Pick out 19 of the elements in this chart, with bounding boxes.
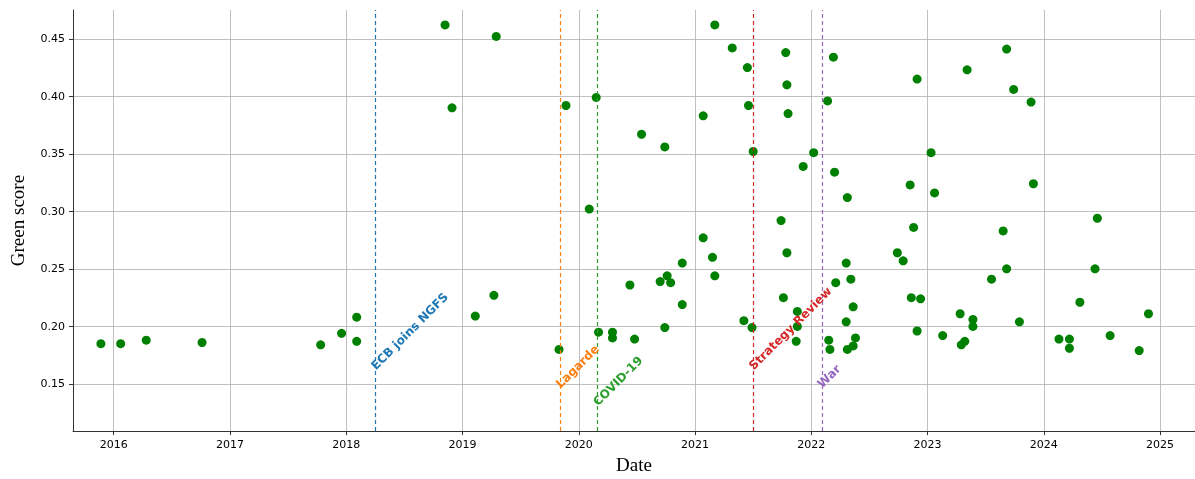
x-tick-label: 2023 (913, 438, 942, 452)
x-tick-label: 2025 (1146, 438, 1175, 452)
x-tick-label: 2018 (332, 438, 361, 452)
y-axis-title: Green score (7, 174, 28, 267)
x-tick-label: 2016 (99, 438, 128, 452)
y-tick-label: 0.35 (40, 147, 65, 161)
y-tick-label: 0.45 (40, 32, 65, 46)
x-tick-label: 2024 (1029, 438, 1058, 452)
x-tick-label: 2017 (215, 438, 244, 452)
y-tick-label: 0.25 (40, 262, 65, 276)
x-tick-label: 2019 (448, 438, 477, 452)
y-tick-label: 0.15 (40, 377, 65, 391)
x-axis-title: Date (616, 454, 652, 475)
y-tick-label: 0.40 (40, 89, 65, 103)
x-tick-label: 2020 (564, 438, 593, 452)
x-tick-label: 2022 (797, 438, 826, 452)
y-tick-label: 0.20 (40, 319, 65, 333)
x-tick-label: 2021 (681, 438, 710, 452)
y-tick-label: 0.30 (40, 204, 65, 218)
